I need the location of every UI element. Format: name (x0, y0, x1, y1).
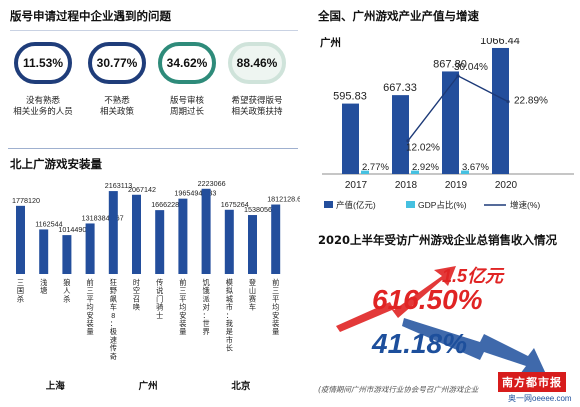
growth-point (506, 99, 510, 104)
down-arrow-icon (402, 318, 546, 374)
gdp-bar (461, 170, 469, 174)
issue-pill-3: 34.62% (158, 42, 216, 84)
output-year-label: 2018 (395, 180, 418, 191)
growth-value-label: 22.89% (514, 96, 548, 107)
installs-category-label: 浅塘 (40, 278, 47, 295)
output-bar (342, 103, 359, 174)
installs-value-label: 1162544 (35, 219, 62, 228)
installs-category-label: 狂野飙车 8 ：极速传奇 (110, 278, 117, 361)
installs-value-label: 1675264 (221, 200, 249, 209)
issue-value-3: 34.62% (166, 56, 208, 70)
output-chart: 595.83 2.77% 2017 667.33 2.92% 2018 867.80 3.67… (322, 38, 574, 210)
installs-bar (85, 223, 95, 274)
installs-category-label: 前三平均安装量 (179, 278, 186, 336)
installs-category-label: 时空召唤 (133, 278, 140, 312)
output-bar (442, 71, 459, 174)
growth-point (456, 74, 460, 78)
output-bar (392, 95, 409, 174)
website-watermark: 奥一网oeeee.com (508, 394, 572, 403)
output-value-label: 667.33 (383, 82, 417, 94)
installs-bar (248, 215, 257, 274)
legend-swatch-output (324, 201, 333, 208)
installs-value-label: 1538056 (244, 205, 272, 214)
output-year-label: 2020 (495, 180, 518, 191)
issue-value-4: 88.46% (236, 56, 278, 70)
installs-category-label: 狼人杀 (63, 278, 70, 303)
section-divider (8, 148, 298, 149)
installs-bar (108, 191, 118, 274)
source-note: (疫情期间广州市游戏行业协会号召广州游戏企业 (318, 385, 479, 394)
installs-value-label: 1666228 (151, 200, 179, 209)
installs-group-label: 北京 (231, 380, 251, 392)
output-year-label: 2019 (445, 180, 468, 191)
installs-bar (39, 229, 49, 274)
issue-value-2: 30.77% (96, 56, 138, 70)
up-arrow-icon (336, 266, 456, 332)
installs-value-label: 2067142 (128, 185, 156, 194)
installs-category-label: 三国杀 (17, 278, 24, 303)
installs-title: 北上广游戏安装量 (10, 157, 102, 171)
growth-point (406, 139, 410, 143)
revenue-amount: 1.5亿元 (442, 266, 504, 286)
installs-bar (271, 204, 281, 274)
output-value-label: 595.83 (333, 91, 367, 103)
gdp-bar (361, 170, 369, 174)
newspaper-logo: 南方都市报 (498, 372, 566, 392)
installs-category-label: 前三平均安装量 (272, 278, 279, 336)
issues-rule (10, 30, 298, 31)
installs-value-label: 1014490 (58, 225, 86, 234)
installs-value-label: 1778120 (12, 196, 40, 205)
installs-bar (155, 210, 165, 274)
installs-bar (62, 235, 72, 274)
output-year-label: 2017 (345, 180, 368, 191)
revenue-down-pct: 41.18% (372, 328, 467, 359)
issues-title: 版号申请过程中企业遇到的问题 (10, 9, 171, 23)
issue-pill-1: 11.53% (14, 42, 72, 84)
issue-caption-1: 没有熟悉 相关业务的人员 (13, 96, 73, 117)
installs-group-label: 广州 (139, 380, 158, 392)
issue-caption-4: 希望获得版号 相关政策扶持 (231, 96, 283, 117)
installs-bar (132, 194, 141, 274)
installs-bar (201, 188, 211, 274)
issue-caption-3: 版号审核 周期过长 (169, 96, 204, 117)
installs-value-label: 2163113 (105, 181, 132, 190)
installs-value-label: 1318384.667 (82, 213, 124, 222)
gdp-value-label: 2.77% (362, 162, 389, 173)
output-value-label: 867.80 (433, 58, 467, 70)
legend-output-label: 产值(亿元) (336, 200, 376, 210)
revenue-up-pct: 616.50% (372, 284, 483, 315)
revenue-title: 2020上半年受访广州游戏企业总销售收入情况 (318, 233, 558, 247)
installs-category-label: 前三平均安装量 (86, 278, 93, 336)
installs-bar (16, 205, 25, 274)
issue-pill-4: 88.46% (228, 42, 286, 84)
installs-value-label: 1965494.333 (174, 189, 216, 198)
legend-growth-label: 增速(%) (510, 200, 540, 210)
gdp-value-label: 2.92% (412, 162, 439, 173)
output-subtitle: 广州 (320, 37, 341, 49)
legend-swatch-gdp (406, 201, 415, 208)
growth-value-label: 12.02% (406, 143, 440, 154)
output-value-label: 1066.44 (480, 38, 520, 47)
gdp-bar (411, 170, 419, 174)
installs-category-label: 模拟城市：我是市长 (226, 278, 233, 353)
output-bar (492, 47, 509, 174)
installs-bar (224, 209, 234, 274)
issue-pill-2: 30.77% (88, 42, 146, 84)
issue-value-1: 11.53% (22, 56, 64, 70)
gdp-value-label: 3.67% (462, 162, 489, 173)
output-title: 全国、广州游戏产业产值与增速 (318, 9, 479, 23)
issue-caption-2: 不熟悉 相关政策 (99, 96, 134, 117)
installs-category-label: 登山赛车 (249, 278, 256, 312)
installs-bar (178, 198, 188, 274)
installs-group-label: 上海 (46, 380, 66, 392)
growth-value-label: 30.04% (454, 62, 488, 73)
installs-category-label: 饥饿派对：世界 (202, 278, 209, 336)
installs-chart: 1778120 三国杀 1162544 浅塘 1014490 狼人杀 1318384.667… (12, 179, 300, 392)
installs-value-label: 2223066 (198, 179, 226, 188)
installs-category-label: 传说门骑士 (156, 278, 163, 320)
legend-gdp-label: GDP占比(%) (418, 200, 467, 210)
installs-value-label: 1812128.667 (267, 195, 300, 204)
